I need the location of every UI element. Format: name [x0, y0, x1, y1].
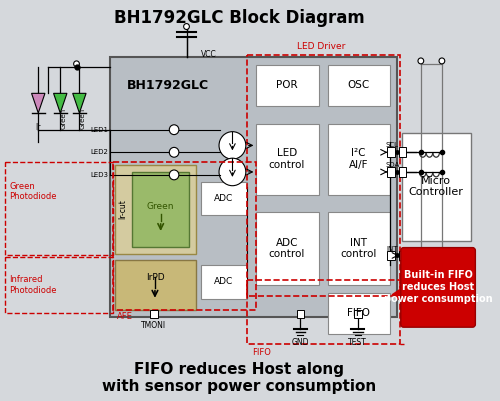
Bar — [150, 310, 158, 318]
Circle shape — [418, 58, 424, 64]
Circle shape — [170, 170, 179, 180]
Text: Green: Green — [80, 108, 86, 130]
Text: AFE: AFE — [116, 312, 132, 322]
Text: ADC: ADC — [214, 277, 234, 286]
Bar — [328, 124, 390, 194]
Bar — [354, 310, 362, 318]
Text: POR: POR — [276, 81, 298, 91]
Polygon shape — [72, 93, 86, 113]
Polygon shape — [392, 287, 404, 303]
Text: FIFO reduces Host along
with sensor power consumption: FIFO reduces Host along with sensor powe… — [102, 362, 376, 394]
Text: Green: Green — [147, 202, 174, 211]
Text: TEST: TEST — [348, 338, 367, 347]
Text: LED1: LED1 — [90, 127, 108, 133]
Bar — [132, 172, 190, 247]
Bar — [388, 167, 395, 177]
Circle shape — [219, 158, 246, 186]
Bar — [110, 57, 397, 317]
Bar — [115, 260, 196, 310]
Text: Green: Green — [60, 108, 66, 130]
Circle shape — [74, 61, 80, 67]
Text: LED2: LED2 — [90, 149, 108, 155]
Bar — [256, 124, 318, 194]
Bar — [399, 251, 406, 260]
Bar — [113, 162, 256, 310]
Text: LED
control: LED control — [269, 148, 305, 170]
Bar — [296, 310, 304, 318]
Text: FIFO: FIFO — [347, 308, 370, 318]
Text: LED Driver: LED Driver — [296, 42, 345, 51]
Bar — [115, 165, 196, 253]
Text: Micro
Controller: Micro Controller — [408, 176, 464, 197]
Text: FIFO: FIFO — [252, 348, 272, 357]
Bar — [399, 167, 406, 177]
Bar — [5, 257, 113, 314]
Circle shape — [170, 148, 179, 157]
Bar — [402, 133, 470, 241]
Bar — [388, 251, 395, 260]
Text: INT: INT — [386, 245, 398, 251]
FancyBboxPatch shape — [401, 247, 475, 327]
Text: VCC: VCC — [201, 50, 216, 59]
Bar — [256, 65, 318, 106]
Polygon shape — [32, 93, 45, 113]
Text: IrPD: IrPD — [146, 273, 165, 282]
Bar — [328, 293, 390, 334]
Text: Infrared
Photodiode: Infrared Photodiode — [10, 275, 57, 295]
Text: GND: GND — [292, 338, 309, 347]
Circle shape — [170, 125, 179, 135]
Text: Built-in FIFO
reduces Host
power consumption: Built-in FIFO reduces Host power consump… — [384, 270, 492, 304]
Text: Ir-cut: Ir-cut — [118, 199, 127, 219]
Circle shape — [219, 132, 246, 159]
Text: SCL: SCL — [386, 142, 398, 148]
Bar — [247, 55, 400, 296]
Bar — [201, 265, 247, 299]
Bar — [256, 212, 318, 285]
Text: SDA: SDA — [385, 162, 400, 168]
Bar — [328, 65, 390, 106]
Text: OSC: OSC — [348, 81, 370, 91]
Text: Ir: Ir — [36, 123, 41, 132]
Text: TMONI: TMONI — [142, 321, 167, 330]
Text: I²C
AI/F: I²C AI/F — [349, 148, 368, 170]
Bar — [5, 162, 113, 255]
Polygon shape — [54, 93, 67, 113]
Text: Green
Photodiode: Green Photodiode — [10, 182, 57, 201]
Text: INT
control: INT control — [340, 238, 377, 259]
Circle shape — [439, 58, 445, 64]
Bar — [247, 280, 400, 344]
Bar — [399, 148, 406, 157]
Bar — [201, 182, 247, 215]
Text: LED3: LED3 — [90, 172, 108, 178]
Text: ADC: ADC — [214, 194, 234, 203]
Text: BH1792GLC Block Diagram: BH1792GLC Block Diagram — [114, 9, 364, 27]
Text: ADC
control: ADC control — [269, 238, 305, 259]
Bar — [388, 148, 395, 157]
Bar — [328, 212, 390, 285]
Text: BH1792GLC: BH1792GLC — [127, 79, 210, 91]
Circle shape — [184, 24, 190, 30]
